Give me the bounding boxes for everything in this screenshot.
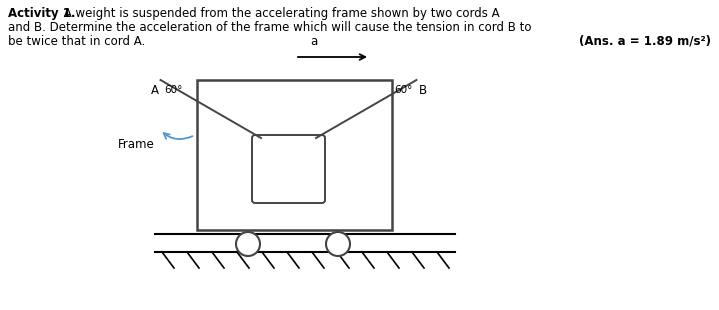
Bar: [197, 80, 392, 230]
Text: Activity 1.: Activity 1.: [8, 7, 75, 20]
Circle shape: [236, 232, 260, 256]
Text: A weight is suspended from the accelerating frame shown by two cords A: A weight is suspended from the accelerat…: [60, 7, 500, 20]
Text: a: a: [310, 35, 317, 48]
Text: be twice that in cord A.: be twice that in cord A.: [8, 35, 145, 48]
Text: B: B: [418, 84, 426, 97]
Text: (Ans. a = 1.89 m/s²): (Ans. a = 1.89 m/s²): [579, 35, 711, 48]
FancyBboxPatch shape: [252, 135, 325, 203]
Text: 60°: 60°: [165, 85, 183, 95]
Text: and B. Determine the acceleration of the frame which will cause the tension in c: and B. Determine the acceleration of the…: [8, 21, 531, 34]
Circle shape: [326, 232, 350, 256]
Text: 60°: 60°: [394, 85, 413, 95]
Text: Frame: Frame: [118, 139, 155, 152]
Text: A: A: [150, 84, 159, 97]
